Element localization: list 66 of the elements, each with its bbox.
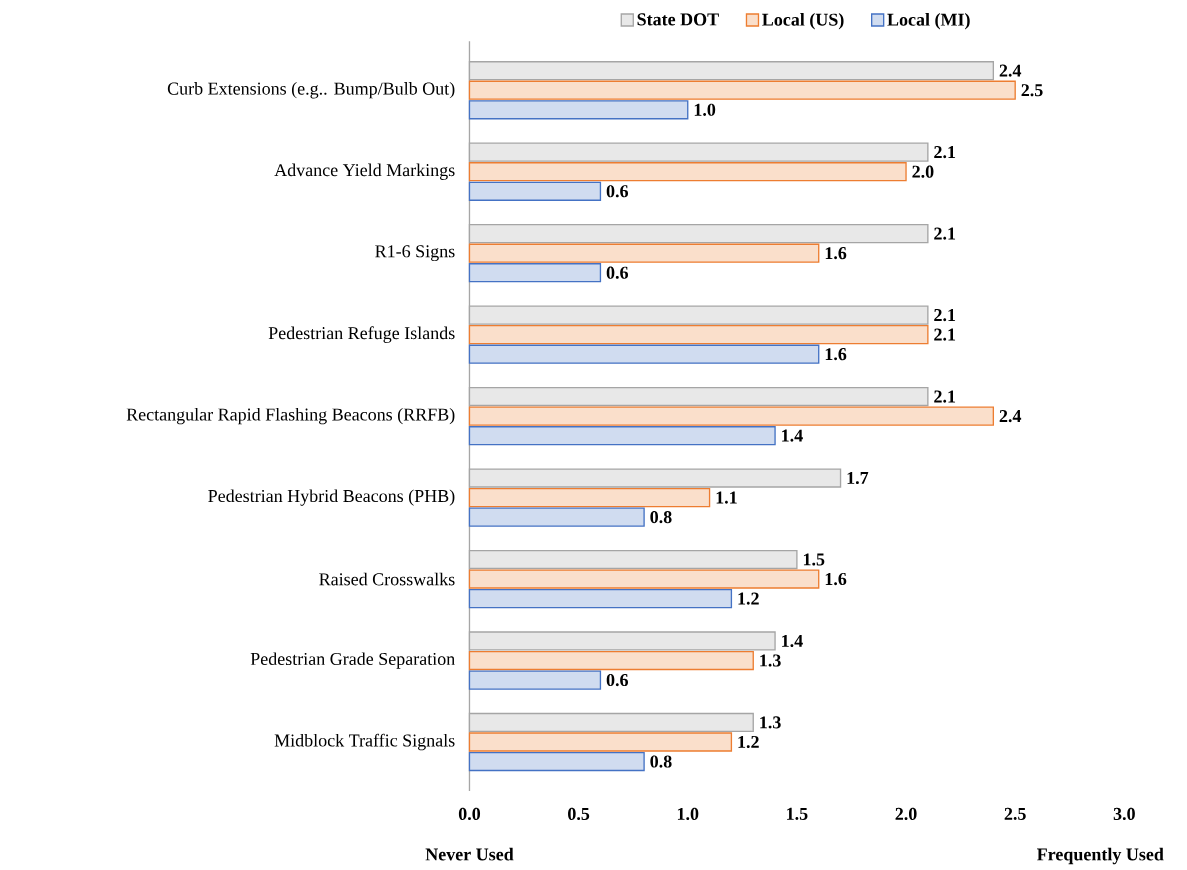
data-label: 1.6 [825,247,847,260]
data-label: 1.3 [760,716,781,729]
data-label: 1.0 [694,103,716,117]
data-label: 2.1 [934,390,956,403]
data-label: 1.4 [782,635,803,648]
bar [468,80,1016,101]
data-label: 0.8 [650,511,672,524]
data-label: 2.1 [934,309,956,322]
data-label: 1.6 [825,573,847,586]
bar [468,243,820,264]
y-tick-label: Pedestrian Refuge Islands [268,326,455,344]
data-label: 2.4 [999,64,1022,77]
bar [468,752,645,772]
bar [468,507,645,527]
bar [468,651,754,671]
y-tick-label: R1-6 Signs [375,245,455,262]
bar [468,569,820,589]
legend-label: State DOT [637,13,719,26]
x-tick-label: 3.0 [1113,808,1135,821]
x-tick-label: 1.5 [787,808,808,821]
bar [468,162,907,182]
x-tick-label: 0.0 [458,808,481,821]
bar [468,670,602,690]
data-label: 1.4 [782,429,803,442]
data-label: 2.5 [1021,84,1043,97]
bar [468,589,733,609]
y-tick-label: Rectangular Rapid Flashing Beacons (RRFB) [126,408,455,425]
data-label: 2.1 [934,146,956,159]
legend-label: Local (MI) [887,13,970,30]
y-tick-label: Midblock Traffic Signals [274,733,455,751]
bar [468,100,689,120]
bar [468,732,733,752]
x-tick-label: 2.0 [895,808,917,821]
x-tick-label: 0.5 [568,808,590,821]
data-label: 1.6 [825,348,847,361]
data-label: 1.2 [738,736,759,749]
text: Frequently Used [1037,848,1164,865]
data-label: 1.2 [738,592,759,605]
data-label: 1.7 [847,472,869,485]
data-label: 2.0 [912,165,934,179]
data-label: 0.6 [606,674,629,687]
bar [468,263,602,283]
bar [468,325,929,345]
data-label: 2.4 [999,410,1022,423]
data-label: 2.1 [934,328,956,341]
data-label: 1.3 [760,654,781,667]
data-label: 0.6 [606,185,629,198]
bar [468,406,995,426]
legend-label: Local (US) [762,13,844,30]
y-tick-label: Raised Crosswalks [319,572,455,586]
data-label: 1.1 [716,491,737,504]
bar [468,344,820,365]
x-tick-label: 1.0 [677,808,699,821]
bar [468,488,711,508]
y-tick-label: Pedestrian Hybrid Beacons (PHB) [208,489,455,506]
y-tick-label: Curb Extensions (e.g.. Bump/Bulb Out) [167,82,455,99]
data-label: 0.8 [650,755,672,768]
x-tick-label: 2.5 [1004,808,1026,821]
y-tick-label: Pedestrian Grade Separation [250,652,455,669]
data-label: 1.5 [803,553,825,566]
y-tick-label: Advance Yield Markings [274,163,455,181]
bar [468,426,776,446]
data-label: 2.1 [934,227,956,240]
text: Never Used [425,848,514,861]
bar [468,181,602,202]
data-label: 0.6 [606,266,629,280]
